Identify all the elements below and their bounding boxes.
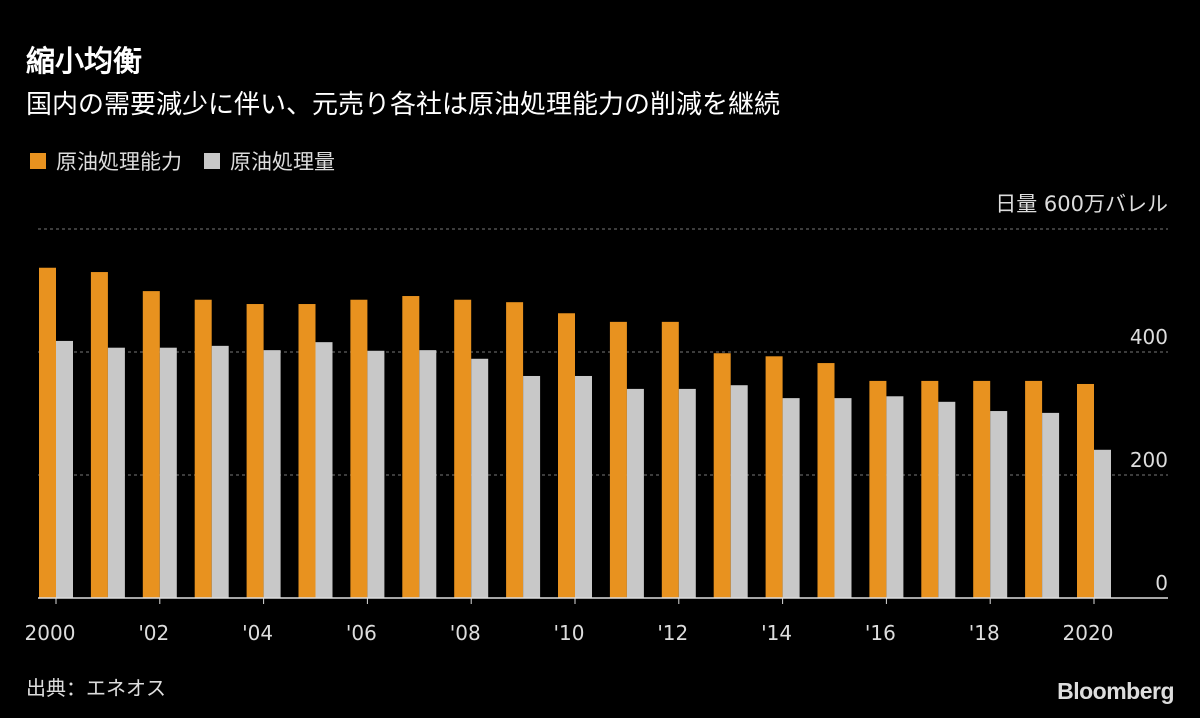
bar-throughput	[523, 375, 541, 598]
y-tick-label: 400	[1130, 325, 1168, 349]
x-tick-label: '10	[554, 621, 585, 645]
bar-throughput	[263, 350, 281, 598]
legend-label-capacity: 原油処理能力	[56, 150, 182, 174]
bar-capacity	[765, 356, 783, 598]
bar-capacity	[246, 304, 264, 598]
x-tick-label: '12	[657, 621, 688, 645]
bar-capacity	[402, 296, 420, 598]
bar-capacity	[661, 321, 679, 598]
x-tick-label: '18	[969, 621, 1000, 645]
bar-capacity	[298, 304, 316, 598]
bar-throughput	[730, 385, 748, 598]
bar-capacity	[90, 272, 108, 598]
bar-throughput	[56, 340, 73, 598]
y-tick-label: 0	[1155, 571, 1168, 595]
chart-subtitle: 国内の需要減少に伴い、元売り各社は原油処理能力の削減を継続	[26, 90, 781, 120]
legend-swatch-throughput	[204, 153, 220, 169]
x-tick-label: 2020	[1063, 621, 1114, 645]
bar-capacity	[142, 291, 160, 598]
bar-throughput	[211, 345, 229, 598]
bar-throughput	[678, 388, 696, 598]
x-tick-label: 2000	[25, 621, 76, 645]
bar-throughput	[1094, 449, 1111, 598]
x-tick-label: '02	[138, 621, 169, 645]
bar-capacity	[350, 299, 368, 598]
bar-capacity	[869, 380, 887, 598]
bar-throughput	[575, 375, 592, 598]
bar-capacity	[921, 380, 939, 598]
bar-throughput	[938, 401, 956, 598]
bloomberg-logo: Bloomberg	[1057, 678, 1174, 704]
bar-throughput	[1042, 412, 1060, 598]
bar-capacity	[39, 267, 56, 598]
bar-throughput	[782, 398, 800, 598]
x-tick-label: '06	[346, 621, 377, 645]
bar-throughput	[834, 398, 852, 598]
source-note: 出典：エネオス	[26, 676, 166, 700]
bar-capacity	[1025, 380, 1043, 598]
x-tick-label: '08	[450, 621, 481, 645]
chart-title: 縮小均衡	[26, 44, 143, 78]
bar-throughput	[367, 350, 385, 598]
bar-capacity	[609, 321, 627, 598]
bar-throughput	[419, 350, 437, 598]
bar-throughput	[315, 342, 333, 598]
bar-capacity	[973, 380, 991, 598]
x-tick-label: '04	[242, 621, 273, 645]
x-tick-label: '16	[865, 621, 896, 645]
bar-capacity	[713, 353, 731, 598]
legend-label-throughput: 原油処理量	[230, 150, 335, 174]
bar-throughput	[107, 347, 125, 598]
bar-capacity	[1077, 383, 1094, 598]
bar-throughput	[626, 388, 644, 598]
bar-throughput	[886, 396, 904, 598]
legend: 原油処理能力 原油処理量	[30, 146, 335, 176]
bar-throughput	[990, 411, 1008, 598]
bar-capacity	[506, 302, 524, 598]
y-tick-label: 200	[1130, 448, 1168, 472]
bar-throughput	[159, 347, 177, 598]
bar-capacity	[558, 313, 575, 598]
bar-throughput	[471, 358, 489, 598]
unit-label: 日量 600万バレル	[995, 192, 1168, 216]
bar-capacity	[194, 299, 212, 598]
bar-capacity	[817, 363, 835, 598]
x-tick-label: '14	[761, 621, 792, 645]
bar-capacity	[454, 299, 472, 598]
legend-swatch-capacity	[30, 153, 46, 169]
